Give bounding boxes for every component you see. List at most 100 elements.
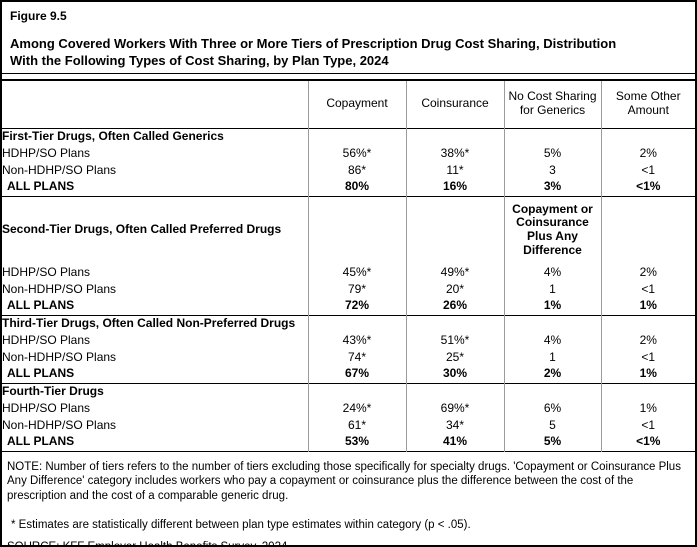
column-header-row: Copayment Coinsurance No Cost Sharing fo… xyxy=(2,80,695,128)
empty-header-cell xyxy=(2,80,308,128)
figure-title: Among Covered Workers With Three or More… xyxy=(10,36,617,68)
table-row: Non-HDHP/SO Plans 86* 11* 3 <1 xyxy=(2,162,695,179)
row-label: Non-HDHP/SO Plans xyxy=(2,349,117,364)
value-cell: 69%* xyxy=(405,400,504,417)
value-cell: 1% xyxy=(600,366,695,383)
table-row-all-plans: ALL PLANS 67% 30% 2% 1% xyxy=(2,366,695,383)
value-cell: 3% xyxy=(503,179,601,196)
row-label: Non-HDHP/SO Plans xyxy=(2,162,117,177)
row-label: ALL PLANS xyxy=(7,366,75,381)
value-cell: 1% xyxy=(503,298,601,315)
value-cell: 3 xyxy=(503,162,601,179)
empty-cell xyxy=(307,315,406,332)
value-cell: 1% xyxy=(600,400,695,417)
value-cell: 5% xyxy=(503,434,601,451)
section-title: First-Tier Drugs, Often Called Generics xyxy=(2,128,224,143)
value-cell: 72% xyxy=(307,298,406,315)
row-label: ALL PLANS xyxy=(7,298,75,313)
table-row: HDHP/SO Plans 43%* 51%* 4% 2% xyxy=(2,332,695,349)
table-row: HDHP/SO Plans 56%* 38%* 5% 2% xyxy=(2,145,695,162)
section-header-second-tier: Second-Tier Drugs, Often Called Preferre… xyxy=(2,196,695,264)
table-row-all-plans: ALL PLANS 72% 26% 1% 1% xyxy=(2,298,695,315)
empty-cell xyxy=(307,196,406,264)
empty-cell xyxy=(600,315,695,332)
empty-cell xyxy=(405,315,504,332)
value-cell: 6% xyxy=(503,400,601,417)
empty-cell xyxy=(600,196,695,264)
column-header-copayment: Copayment xyxy=(307,80,406,128)
empty-cell xyxy=(503,383,601,400)
value-cell: 45%* xyxy=(307,264,406,281)
asterisk-note: * Estimates are statistically different … xyxy=(11,519,471,532)
empty-cell xyxy=(405,196,504,264)
value-cell: 30% xyxy=(405,366,504,383)
empty-cell xyxy=(503,128,601,145)
value-cell: 56%* xyxy=(307,145,406,162)
section-title: Fourth-Tier Drugs xyxy=(2,383,104,398)
value-cell: 74* xyxy=(307,349,406,366)
value-cell: 16% xyxy=(405,179,504,196)
value-cell: 34* xyxy=(405,417,504,434)
row-label: HDHP/SO Plans xyxy=(2,332,91,347)
value-cell: 2% xyxy=(600,264,695,281)
title-block: Figure 9.5 Among Covered Workers With Th… xyxy=(2,2,695,74)
value-cell: <1 xyxy=(600,417,695,434)
value-cell: 61* xyxy=(307,417,406,434)
value-cell: 24%* xyxy=(307,400,406,417)
empty-cell xyxy=(307,128,406,145)
empty-cell xyxy=(405,383,504,400)
value-cell: 1 xyxy=(503,349,601,366)
value-cell: 4% xyxy=(503,332,601,349)
table-row: HDHP/SO Plans 24%* 69%* 6% 1% xyxy=(2,400,695,417)
column-header-coinsurance: Coinsurance xyxy=(405,80,504,128)
table-row: HDHP/SO Plans 45%* 49%* 4% 2% xyxy=(2,264,695,281)
value-cell: 49%* xyxy=(405,264,504,281)
row-label: HDHP/SO Plans xyxy=(2,145,91,160)
section-title: Third-Tier Drugs, Often Called Non-Prefe… xyxy=(2,315,296,330)
value-cell: 79* xyxy=(307,281,406,298)
value-cell: 2% xyxy=(600,332,695,349)
value-cell: 41% xyxy=(405,434,504,451)
value-cell: 2% xyxy=(503,366,601,383)
row-label: Non-HDHP/SO Plans xyxy=(2,281,117,296)
table-row-all-plans: ALL PLANS 53% 41% 5% <1% xyxy=(2,434,695,451)
table-row: Non-HDHP/SO Plans 79* 20* 1 <1 xyxy=(2,281,695,298)
empty-cell xyxy=(503,315,601,332)
value-cell: 53% xyxy=(307,434,406,451)
source-note: SOURCE: KFF Employer Health Benefits Sur… xyxy=(7,540,689,545)
column-header-some-other-amount: Some Other Amount xyxy=(600,80,695,128)
value-cell: 25* xyxy=(405,349,504,366)
value-cell: <1% xyxy=(600,434,695,451)
footnotes: NOTE: Number of tiers refers to the numb… xyxy=(2,452,695,546)
section-header-fourth-tier: Fourth-Tier Drugs xyxy=(2,383,695,400)
section-header-first-tier: First-Tier Drugs, Often Called Generics xyxy=(2,128,695,145)
table-row-all-plans: ALL PLANS 80% 16% 3% <1% xyxy=(2,179,695,196)
column-header-no-cost-sharing: No Cost Sharing for Generics xyxy=(503,80,601,128)
value-cell: 4% xyxy=(503,264,601,281)
value-cell: 26% xyxy=(405,298,504,315)
value-cell: 86* xyxy=(307,162,406,179)
table-row: Non-HDHP/SO Plans 74* 25* 1 <1 xyxy=(2,349,695,366)
value-cell: <1 xyxy=(600,281,695,298)
value-cell: 1% xyxy=(600,298,695,315)
value-cell: 51%* xyxy=(405,332,504,349)
empty-cell xyxy=(600,383,695,400)
value-cell: 5% xyxy=(503,145,601,162)
note-text: NOTE: Number of tiers refers to the numb… xyxy=(7,460,681,503)
value-cell: 43%* xyxy=(307,332,406,349)
section-title: Second-Tier Drugs, Often Called Preferre… xyxy=(2,222,282,237)
value-cell: 2% xyxy=(600,145,695,162)
empty-cell xyxy=(307,383,406,400)
value-cell: <1 xyxy=(600,349,695,366)
value-cell: 67% xyxy=(307,366,406,383)
row-label: HDHP/SO Plans xyxy=(2,400,91,415)
empty-cell xyxy=(405,128,504,145)
value-cell: 1 xyxy=(503,281,601,298)
value-cell: 20* xyxy=(405,281,504,298)
row-label: HDHP/SO Plans xyxy=(2,264,91,279)
table-row: Non-HDHP/SO Plans 61* 34* 5 <1 xyxy=(2,417,695,434)
value-cell: <1 xyxy=(600,162,695,179)
figure-label: Figure 9.5 xyxy=(10,9,67,23)
value-cell: 38%* xyxy=(405,145,504,162)
